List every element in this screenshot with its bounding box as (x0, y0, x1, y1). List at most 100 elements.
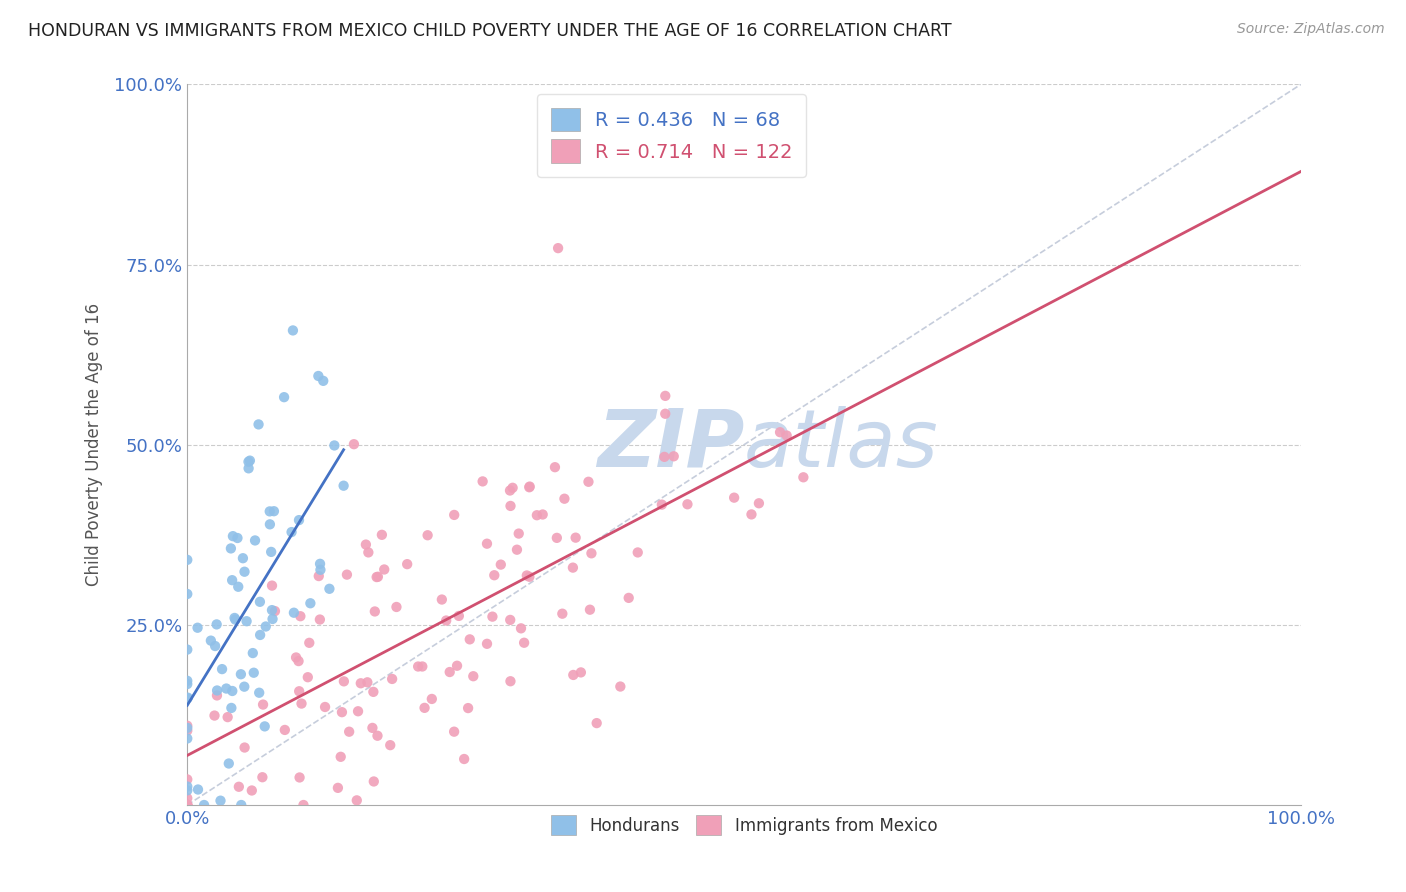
Point (458, 632, 481, 647)
Point (363, 774, 385, 789)
Point (343, 437, 366, 451)
Point (561, 560, 583, 574)
Point (274, 723, 297, 737)
Point (221, 573, 243, 587)
Point (326, 780, 349, 795)
Point (176, 721, 198, 735)
Point (226, 531, 249, 545)
Point (443, 724, 465, 739)
Point (239, 453, 262, 467)
Point (249, 628, 271, 642)
Point (484, 568, 506, 582)
Point (333, 674, 356, 689)
Point (247, 417, 270, 432)
Point (254, 619, 277, 633)
Point (354, 538, 377, 552)
Point (176, 553, 198, 567)
Point (499, 613, 522, 627)
Point (242, 665, 264, 680)
Point (547, 241, 569, 255)
Point (283, 606, 305, 620)
Point (373, 562, 395, 576)
Point (176, 719, 198, 733)
Point (381, 672, 404, 686)
Point (233, 565, 256, 579)
Point (231, 797, 253, 812)
Point (290, 697, 312, 711)
Point (229, 667, 252, 681)
Point (222, 529, 245, 543)
Point (363, 685, 385, 699)
Point (232, 551, 254, 566)
Point (218, 756, 240, 771)
Point (434, 614, 457, 628)
Point (217, 710, 239, 724)
Point (281, 323, 304, 337)
Point (308, 569, 330, 583)
Point (221, 684, 243, 698)
Point (177, 690, 200, 705)
Point (280, 524, 302, 539)
Point (439, 665, 461, 679)
Point (361, 721, 384, 735)
Point (510, 621, 533, 635)
Point (531, 508, 554, 522)
Point (309, 563, 332, 577)
Point (176, 691, 198, 706)
Point (187, 782, 209, 797)
Point (380, 738, 402, 752)
Point (356, 675, 378, 690)
Point (471, 475, 494, 489)
Point (259, 504, 281, 518)
Point (617, 591, 640, 605)
Point (209, 794, 232, 808)
Point (307, 369, 329, 384)
Point (506, 542, 529, 557)
Point (176, 642, 198, 657)
Point (569, 665, 592, 680)
Point (330, 705, 353, 719)
Legend: Hondurans, Immigrants from Mexico: Hondurans, Immigrants from Mexico (543, 806, 945, 844)
Point (323, 438, 346, 452)
Point (205, 617, 228, 632)
Point (176, 797, 198, 812)
Point (287, 654, 309, 668)
Point (226, 580, 249, 594)
Text: ZIP: ZIP (596, 406, 744, 483)
Point (651, 498, 673, 512)
Point (337, 724, 360, 739)
Point (263, 504, 285, 518)
Point (219, 541, 242, 556)
Point (579, 603, 602, 617)
Point (329, 749, 352, 764)
Point (297, 670, 319, 684)
Point (228, 780, 250, 794)
Point (290, 609, 312, 624)
Point (259, 517, 281, 532)
Point (200, 633, 222, 648)
Point (544, 460, 567, 475)
Point (211, 662, 233, 676)
Point (176, 791, 198, 805)
Point (748, 496, 770, 510)
Point (187, 621, 209, 635)
Point (364, 605, 387, 619)
Point (233, 680, 256, 694)
Point (654, 450, 676, 464)
Point (176, 797, 198, 812)
Point (792, 470, 814, 484)
Point (564, 531, 586, 545)
Point (309, 557, 332, 571)
Point (357, 545, 380, 559)
Point (553, 491, 575, 506)
Point (562, 668, 585, 682)
Point (252, 698, 274, 712)
Point (499, 499, 522, 513)
Point (205, 683, 228, 698)
Point (489, 558, 512, 572)
Point (288, 684, 311, 698)
Point (336, 567, 359, 582)
Point (260, 545, 283, 559)
Point (443, 508, 465, 522)
Point (176, 673, 198, 688)
